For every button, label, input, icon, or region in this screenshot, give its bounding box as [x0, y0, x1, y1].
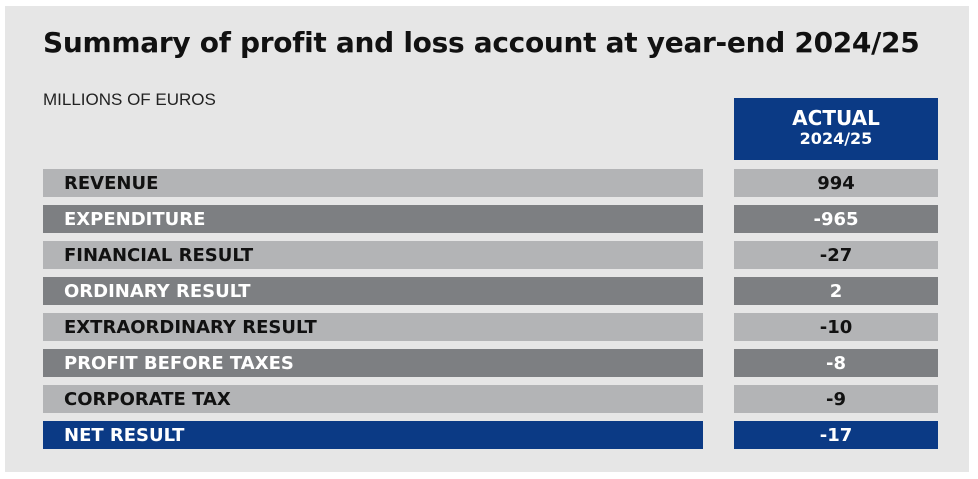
chart-title: Summary of profit and loss account at ye…: [43, 26, 920, 59]
row-value: -17: [734, 421, 938, 449]
column-header-line2: 2024/25: [799, 129, 873, 148]
row-label: EXPENDITURE: [43, 205, 703, 233]
row-value: -27: [734, 241, 938, 269]
row-label: FINANCIAL RESULT: [43, 241, 703, 269]
column-header: ACTUAL 2024/25: [734, 98, 938, 160]
row-label: REVENUE: [43, 169, 703, 197]
row-label: EXTRAORDINARY RESULT: [43, 313, 703, 341]
row-value: -10: [734, 313, 938, 341]
row-label: ORDINARY RESULT: [43, 277, 703, 305]
row-value: -8: [734, 349, 938, 377]
column-header-line1: ACTUAL: [792, 106, 880, 130]
chart-subtitle: MILLIONS OF EUROS: [43, 90, 216, 109]
row-value: -9: [734, 385, 938, 413]
row-value: -965: [734, 205, 938, 233]
row-value: 994: [734, 169, 938, 197]
row-value: 2: [734, 277, 938, 305]
table-panel: Summary of profit and loss account at ye…: [5, 6, 969, 472]
row-label: NET RESULT: [43, 421, 703, 449]
row-label: CORPORATE TAX: [43, 385, 703, 413]
row-label: PROFIT BEFORE TAXES: [43, 349, 703, 377]
